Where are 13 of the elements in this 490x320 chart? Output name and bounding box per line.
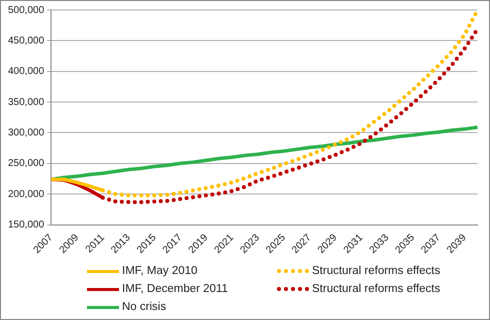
legend-label: IMF, May 2010 (122, 265, 198, 277)
y-tick-label: 500,000 (8, 4, 45, 16)
y-tick-label: 150,000 (8, 220, 45, 231)
legend-label: No crisis (122, 301, 166, 313)
y-tick-label: 250,000 (8, 158, 45, 170)
legend-label: Structural reforms effects (312, 265, 440, 277)
y-tick-label: 450,000 (8, 35, 45, 46)
y-tick-label: 300,000 (8, 127, 45, 138)
y-tick-label: 350,000 (8, 96, 45, 108)
y-tick-label: 400,000 (8, 66, 45, 78)
legend-label: IMF, December 2011 (122, 283, 228, 295)
legend-label: Structural reforms effects (312, 283, 440, 295)
y-tick-label: 200,000 (8, 188, 45, 200)
